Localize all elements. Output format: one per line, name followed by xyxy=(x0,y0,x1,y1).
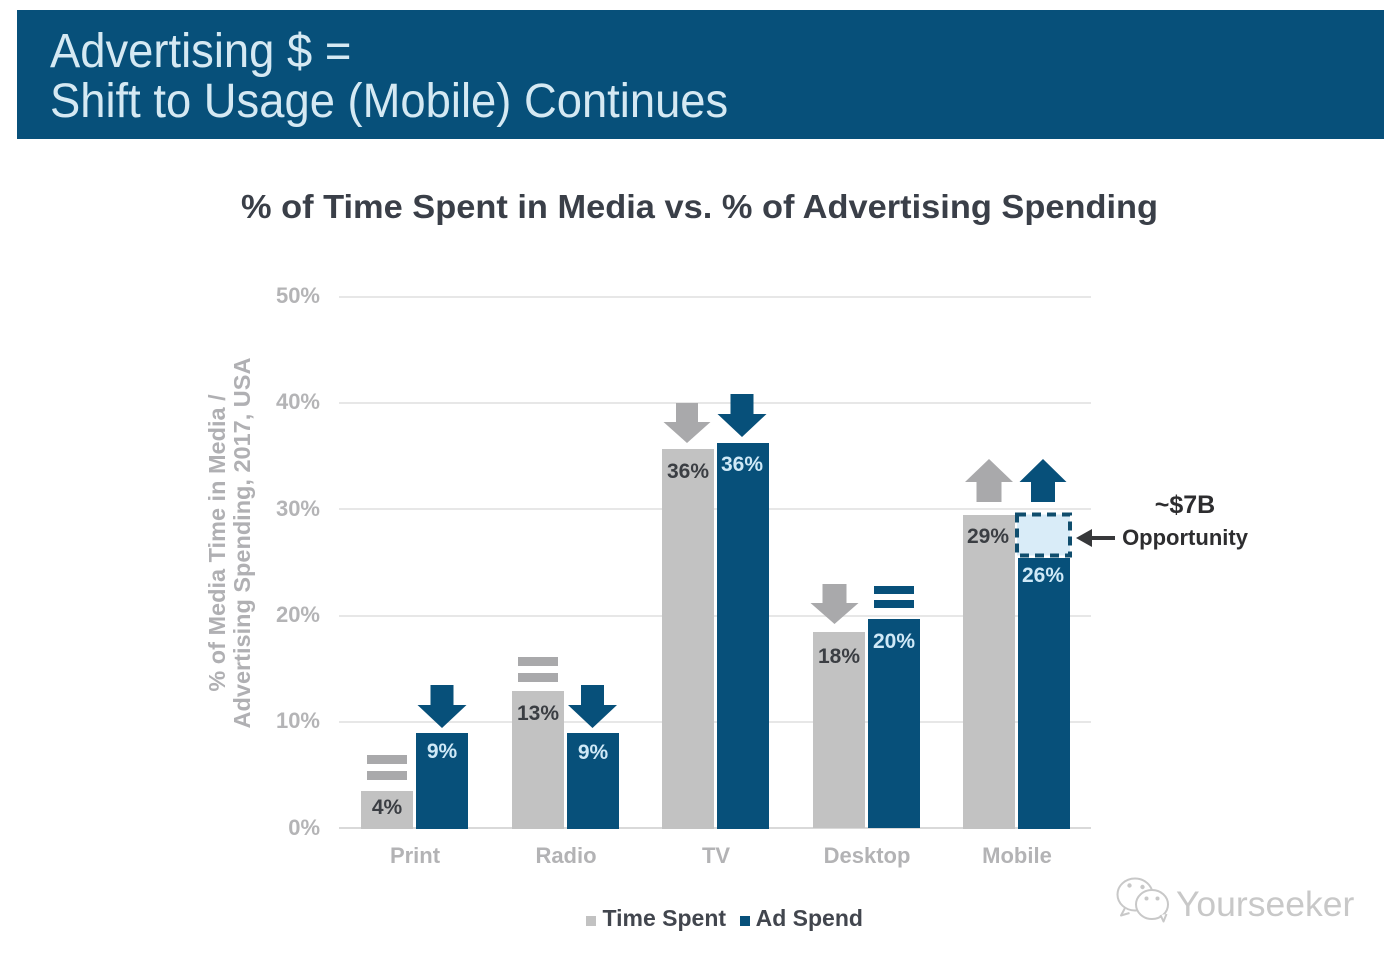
svg-text:Yourseeker: Yourseeker xyxy=(1176,884,1354,924)
